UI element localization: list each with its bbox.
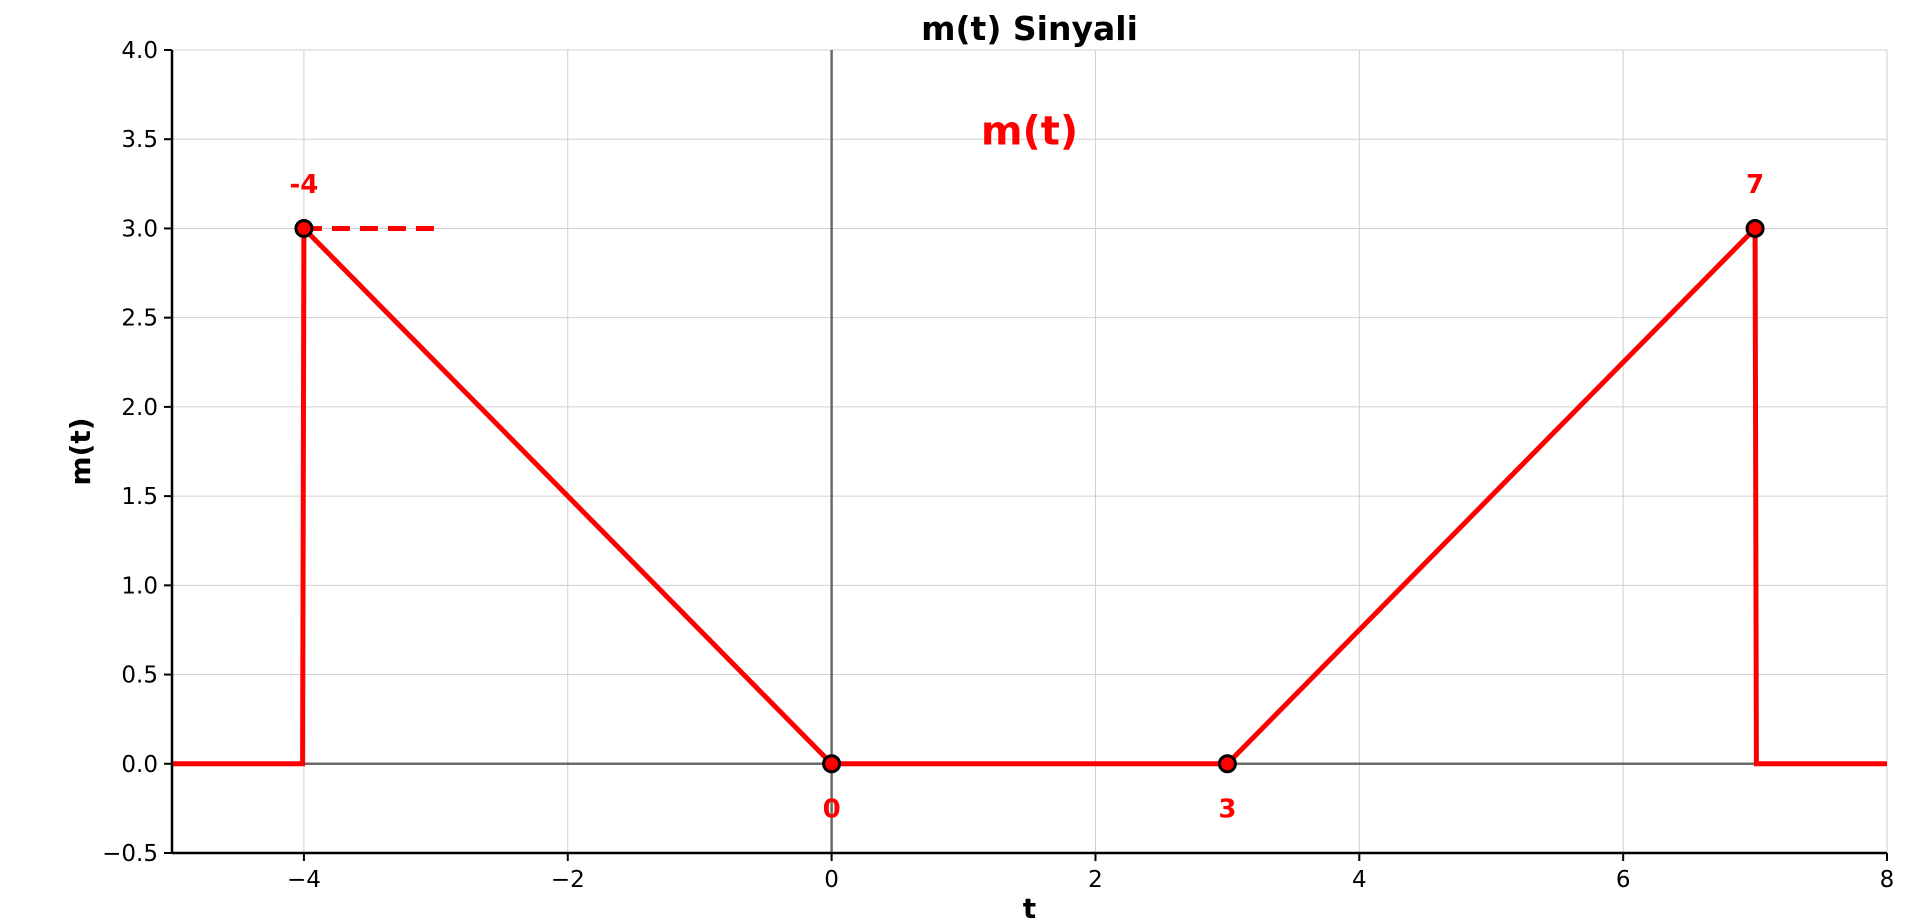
x-tick-label: 4: [1352, 867, 1367, 893]
y-axis-label: m(t): [64, 417, 97, 485]
y-tick-label: −0.5: [102, 841, 158, 867]
x-tick-label: 8: [1880, 867, 1895, 893]
y-tick-label: 4.0: [121, 38, 158, 64]
x-axis-ticks: −4 −2 0 2 4 6 8: [287, 853, 1894, 893]
grid: [172, 49, 1888, 854]
marker-layer: [294, 218, 1765, 774]
y-tick-label: 2.0: [121, 395, 158, 421]
y-axis-ticks: −0.5 0.0 0.5 1.0 1.5 2.0 2.5 3.0 3.5 4.0: [102, 38, 172, 867]
annotation-layer: -4 0 3 7 m(t): [289, 108, 1764, 824]
y-tick-label: 0.5: [121, 663, 158, 689]
zero-axes: [172, 50, 1887, 853]
series-layer: [172, 222, 1887, 767]
data-point-marker: [822, 754, 842, 774]
data-point-marker: [1745, 218, 1765, 238]
x-tick-label: 0: [824, 867, 839, 893]
y-tick-label: 0.0: [121, 752, 158, 778]
x-tick-label: 6: [1616, 867, 1631, 893]
signal-line: [172, 222, 1887, 767]
point-annotation: 0: [823, 794, 841, 824]
x-tick-label: −4: [287, 867, 321, 893]
data-point-marker: [1217, 754, 1237, 774]
y-tick-label: 1.0: [121, 573, 158, 599]
chart-title: m(t) Sinyali: [921, 9, 1138, 48]
y-tick-label: 2.5: [121, 306, 158, 332]
y-tick-label: 3.5: [121, 127, 158, 153]
point-annotation: 7: [1746, 170, 1764, 200]
x-axis-label: t: [1023, 892, 1036, 924]
y-tick-label: 1.5: [121, 484, 158, 510]
x-tick-label: 2: [1088, 867, 1103, 893]
data-point-marker: [294, 218, 314, 238]
y-tick-label: 3.0: [121, 216, 158, 242]
x-tick-label: −2: [551, 867, 585, 893]
signal-big-label: m(t): [981, 108, 1078, 154]
point-annotation: 3: [1218, 794, 1236, 824]
axes-spines: [170, 50, 1887, 855]
point-annotation: -4: [289, 170, 318, 200]
